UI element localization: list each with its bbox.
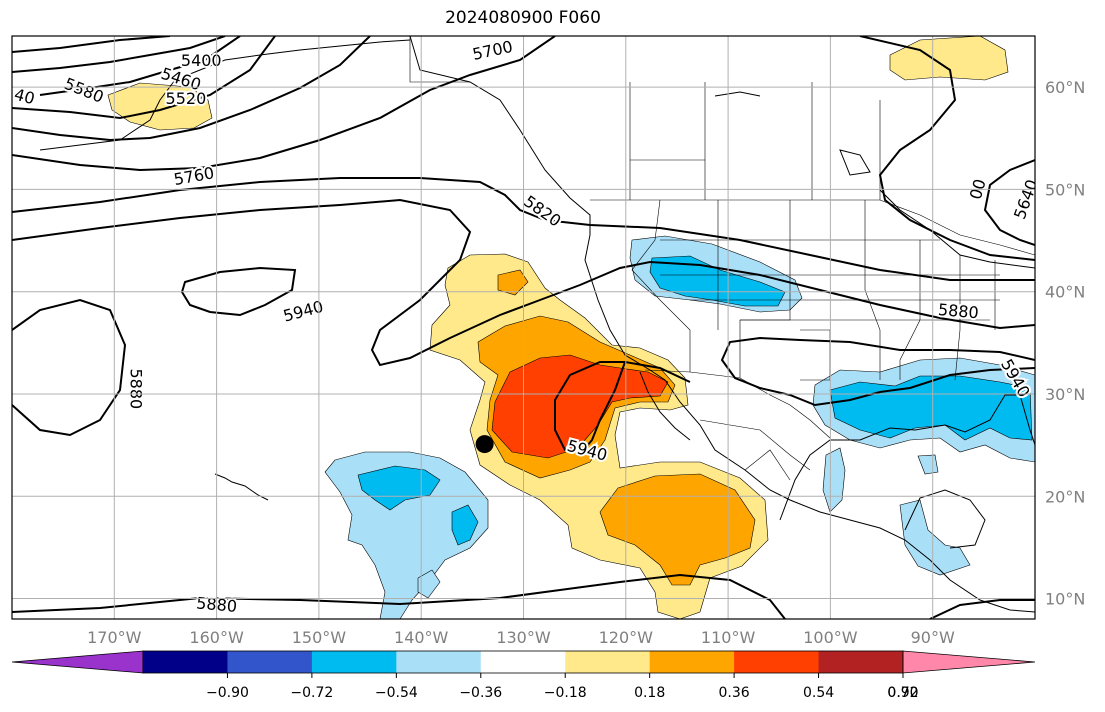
contour-line [929, 599, 1035, 619]
contour-line [12, 36, 171, 53]
contour-label: 5880 [937, 300, 979, 322]
contour-line [12, 298, 127, 437]
colorbar-segment [143, 651, 228, 673]
colorbar-tick-label: 0.72 [887, 685, 918, 701]
colorbar: −0.90 −0.72 −0.54 −0.36 −0.18 0.18 0.36 0.54 0.7… [11, 650, 1036, 701]
contour-line [859, 36, 1035, 261]
anomaly-area-negative [357, 465, 441, 511]
colorbar-extend-over [902, 650, 1036, 674]
colorbar-tick-label: −0.36 [459, 685, 502, 701]
anomaly-area-negative [899, 499, 971, 576]
contour-line [12, 198, 1035, 367]
location-marker [475, 435, 494, 454]
longitude-label: 140°W [394, 628, 449, 647]
colorbar-tick-label: −0.54 [375, 685, 418, 701]
latitude-label: 20°N [1045, 487, 1085, 506]
longitude-label: 160°W [189, 628, 244, 647]
colorbar-tick-label: 0.36 [719, 685, 750, 701]
longitude-label: 130°W [496, 628, 551, 647]
longitude-label: 120°W [599, 628, 654, 647]
colorbar-segment [565, 651, 651, 673]
anomaly-area-negative [324, 451, 489, 619]
colorbar-tick-label: 0.54 [803, 685, 834, 701]
longitude-label: 110°W [701, 628, 756, 647]
contour-line [624, 361, 691, 383]
gridlines [12, 36, 1035, 619]
longitude-label: 90°W [911, 628, 955, 647]
map-title: 2024080900 F060 [445, 8, 601, 28]
colorbar-segment [311, 651, 397, 673]
contour-line [12, 36, 556, 172]
contour-line [12, 36, 226, 73]
colorbar-segment [818, 651, 904, 673]
longitude-label: 100°W [803, 628, 858, 647]
contour-line [12, 573, 786, 619]
latitude-label: 50°N [1045, 180, 1085, 199]
colorbar-ticks: −0.90 −0.72 −0.54 −0.36 −0.18 0.18 0.36 0.54 0.7… [206, 673, 919, 701]
contour-line [720, 336, 1035, 407]
longitude-labels: 170°W 160°W 150°W 140°W 130°W 120°W 110°W 100°W… [87, 628, 955, 647]
colorbar-tick-label: −0.90 [206, 685, 249, 701]
colorbar-segments [143, 651, 904, 673]
longitude-label: 170°W [87, 628, 142, 647]
colorbar-tick-label: −0.18 [544, 685, 587, 701]
anomaly-area-positive [107, 82, 213, 131]
contour-line [554, 361, 627, 454]
anomaly-area-positive [889, 36, 1009, 81]
contour-line [12, 36, 276, 120]
colorbar-tick-label: 0.18 [634, 685, 665, 701]
colorbar-segment [480, 651, 566, 673]
colorbar-extend-under [11, 650, 144, 674]
map-frame [11, 35, 1036, 620]
contour-line [983, 159, 1035, 246]
anomaly-area-positive [497, 269, 529, 296]
contour-line [12, 177, 1035, 281]
anomaly-area-negative [451, 504, 479, 546]
anomaly-area-negative [417, 569, 441, 599]
latitude-label: 10°N [1045, 590, 1085, 609]
colorbar-tick-label: 0.90 [887, 685, 918, 701]
colorbar-frame [142, 650, 904, 674]
latitude-label: 30°N [1045, 385, 1085, 404]
anomaly-area-positive [599, 473, 756, 586]
latitude-labels: 10°N 20°N 30°N 40°N 50°N 60°N [1045, 78, 1085, 608]
colorbar-segment [734, 651, 820, 673]
contour-label: 5880 [126, 369, 145, 410]
anomaly-area-positive [491, 354, 669, 459]
colorbar-segment [649, 651, 735, 673]
contour-label: 5400 [181, 51, 222, 70]
colorbar-segment [396, 651, 482, 673]
geopotential-contours [12, 36, 1035, 619]
contour-line [180, 266, 297, 317]
colorbar-tick-label: −0.72 [290, 685, 333, 701]
contour-label: 5520 [166, 89, 207, 108]
latitude-label: 60°N [1045, 78, 1085, 97]
colorbar-segment [227, 651, 313, 673]
contour-line [39, 36, 241, 96]
longitude-label: 150°W [292, 628, 347, 647]
latitude-label: 40°N [1045, 283, 1085, 302]
contour-line [12, 36, 371, 142]
